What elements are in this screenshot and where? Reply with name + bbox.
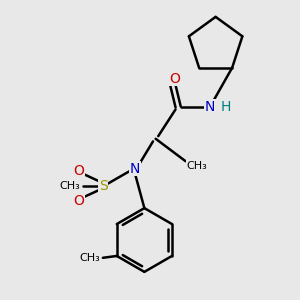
- Text: CH₃: CH₃: [187, 161, 207, 171]
- Text: H: H: [220, 100, 231, 114]
- Text: O: O: [73, 164, 84, 178]
- Text: CH₃: CH₃: [59, 181, 80, 190]
- Text: N: N: [205, 100, 215, 114]
- Text: O: O: [73, 194, 84, 208]
- Text: S: S: [99, 178, 107, 193]
- Text: N: N: [130, 162, 140, 176]
- Text: O: O: [169, 72, 180, 86]
- Text: CH₃: CH₃: [79, 253, 100, 263]
